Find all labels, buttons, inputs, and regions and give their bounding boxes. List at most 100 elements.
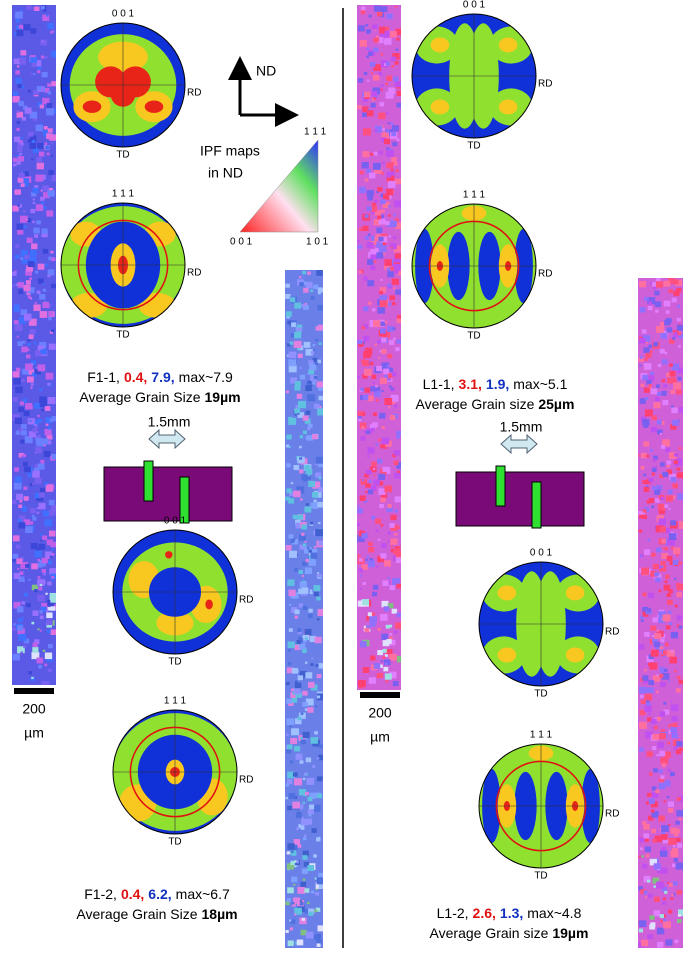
grain [663, 919, 666, 922]
grain [33, 199, 35, 201]
grain [289, 352, 297, 359]
grain [643, 347, 649, 353]
grain [663, 614, 671, 621]
grain [651, 829, 656, 833]
grain [660, 322, 664, 326]
td-label: TD [467, 331, 480, 342]
grain [385, 27, 389, 31]
grain [40, 105, 44, 109]
grain [662, 472, 668, 477]
grain [395, 169, 398, 172]
grain [367, 556, 370, 558]
grain [298, 401, 306, 408]
grain [36, 438, 42, 444]
grain [644, 632, 649, 637]
grain [20, 257, 23, 260]
grain [675, 821, 679, 825]
grain [380, 89, 382, 91]
grain [360, 40, 367, 47]
grain [16, 284, 18, 286]
grain [660, 667, 662, 669]
grain [373, 413, 377, 417]
grain [670, 772, 675, 776]
grain [670, 520, 676, 525]
grain [42, 535, 47, 539]
grain [26, 280, 31, 284]
grain [387, 164, 392, 169]
grain [39, 503, 46, 509]
grain [394, 473, 400, 479]
grain [679, 407, 683, 413]
grain [373, 480, 379, 486]
grain [377, 459, 382, 464]
grain [31, 563, 38, 569]
grain [319, 342, 322, 345]
grain [661, 391, 666, 396]
grain [647, 687, 654, 693]
grain [381, 53, 384, 55]
grain [651, 650, 659, 657]
ipf-strip [285, 270, 323, 948]
width-label: 1.5mm [500, 419, 543, 435]
grain [383, 640, 390, 646]
grain [660, 914, 664, 918]
grain [373, 382, 375, 384]
grain [387, 271, 394, 277]
grain [27, 348, 30, 351]
scale-bar [14, 688, 54, 694]
grain [304, 888, 309, 892]
grain [303, 580, 305, 582]
grain [48, 269, 55, 275]
grain [374, 129, 377, 132]
grain [289, 725, 292, 727]
grain [647, 751, 653, 757]
grain [13, 91, 18, 96]
grain [661, 539, 666, 543]
grain [14, 306, 20, 311]
grain [393, 338, 396, 340]
grain [289, 604, 291, 606]
grain [649, 498, 654, 503]
grain [380, 553, 386, 558]
grain [357, 508, 363, 513]
grain [45, 519, 53, 526]
slot [532, 482, 541, 528]
grain [380, 279, 382, 281]
max-value: max~5.1 [513, 376, 567, 392]
grain [51, 606, 56, 610]
grain [40, 460, 44, 464]
grain [40, 534, 42, 536]
grain [46, 424, 49, 426]
grain [648, 301, 652, 304]
grain [671, 632, 678, 638]
rd-label: RD [605, 809, 619, 820]
grain [668, 611, 671, 614]
grain [670, 657, 678, 664]
grain [382, 580, 388, 586]
grain [377, 216, 381, 220]
grain [660, 639, 664, 643]
grain [678, 345, 681, 348]
grain [365, 179, 369, 182]
grain [381, 6, 388, 12]
grain [359, 228, 363, 231]
grain [303, 837, 306, 840]
grain [317, 408, 323, 415]
grain [367, 242, 374, 248]
grain [385, 221, 390, 225]
grain [379, 151, 383, 155]
grain [358, 419, 361, 422]
grain [677, 676, 681, 679]
grain [287, 579, 294, 585]
grain [660, 561, 665, 566]
grain [287, 779, 293, 784]
grain [292, 698, 297, 703]
grain [44, 142, 47, 144]
grain [363, 436, 366, 438]
red-value: 2.6, [473, 905, 496, 921]
pole-figure [412, 14, 536, 138]
grain [43, 511, 49, 517]
grain [40, 488, 45, 492]
grain [12, 285, 15, 287]
grain [48, 128, 53, 132]
